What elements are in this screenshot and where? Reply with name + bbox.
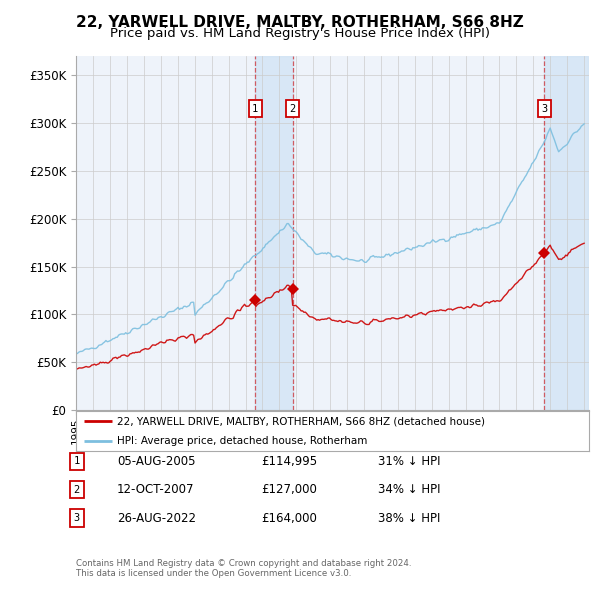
Text: £164,000: £164,000 [261,512,317,525]
Bar [256,56,293,410]
Text: This data is licensed under the Open Government Licence v3.0.: This data is licensed under the Open Gov… [76,569,352,578]
Text: 22, YARWELL DRIVE, MALTBY, ROTHERHAM, S66 8HZ (detached house): 22, YARWELL DRIVE, MALTBY, ROTHERHAM, S6… [117,417,485,426]
Text: £114,995: £114,995 [261,455,317,468]
Text: 1: 1 [252,104,259,114]
Text: 2: 2 [289,104,296,114]
Text: 1: 1 [74,457,80,466]
Text: 2: 2 [74,485,80,494]
Text: 31% ↓ HPI: 31% ↓ HPI [378,455,440,468]
Text: Contains HM Land Registry data © Crown copyright and database right 2024.: Contains HM Land Registry data © Crown c… [76,559,412,568]
Text: 05-AUG-2005: 05-AUG-2005 [117,455,196,468]
Bar [544,56,587,410]
Text: Price paid vs. HM Land Registry's House Price Index (HPI): Price paid vs. HM Land Registry's House … [110,27,490,40]
Text: 3: 3 [74,513,80,523]
Text: 26-AUG-2022: 26-AUG-2022 [117,512,196,525]
Text: £127,000: £127,000 [261,483,317,496]
Text: 12-OCT-2007: 12-OCT-2007 [117,483,194,496]
Text: 34% ↓ HPI: 34% ↓ HPI [378,483,440,496]
Text: 38% ↓ HPI: 38% ↓ HPI [378,512,440,525]
Text: HPI: Average price, detached house, Rotherham: HPI: Average price, detached house, Roth… [117,437,368,446]
Text: 3: 3 [541,104,547,114]
Text: 22, YARWELL DRIVE, MALTBY, ROTHERHAM, S66 8HZ: 22, YARWELL DRIVE, MALTBY, ROTHERHAM, S6… [76,15,524,30]
